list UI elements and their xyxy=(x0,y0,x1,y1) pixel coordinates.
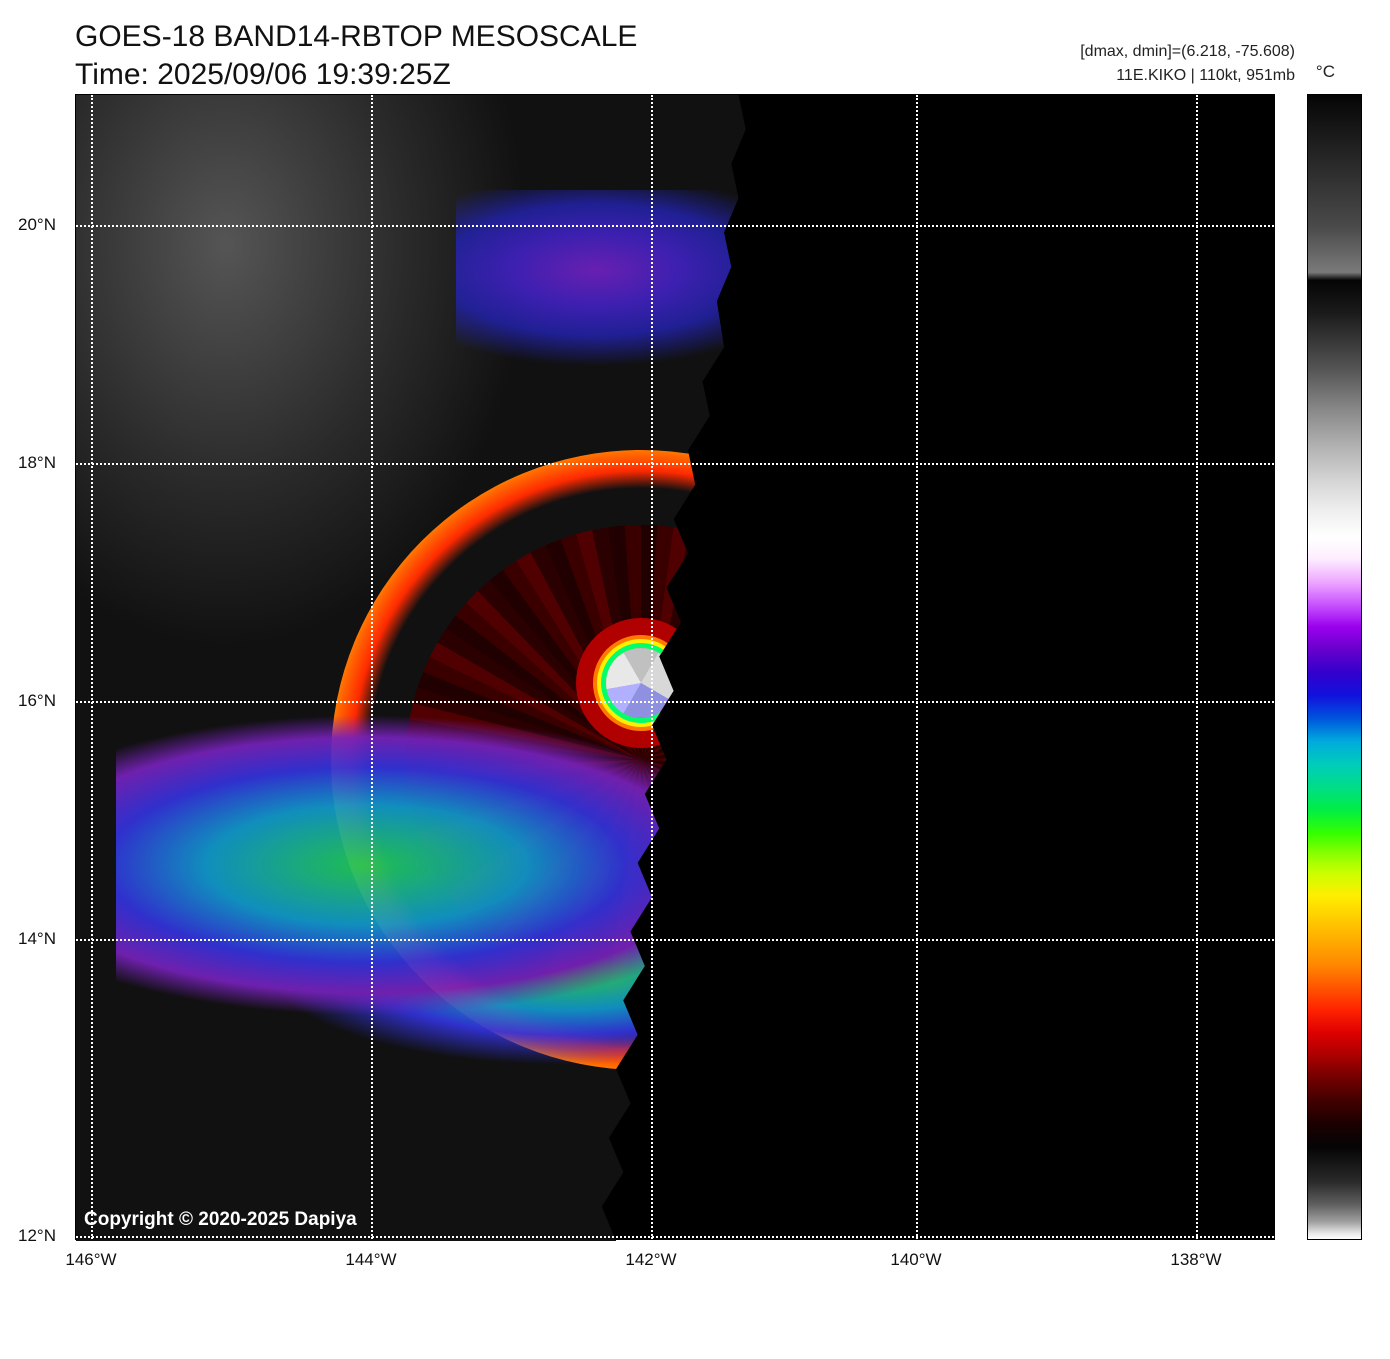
satellite-imagery-data[interactable] xyxy=(76,95,796,1241)
storm-eye-core xyxy=(606,648,676,718)
colorbar-container[interactable]: 40 30 20 10 0 -10 -20 -30 -40 -50 -60 -7… xyxy=(1307,94,1362,1240)
storm-info-box: [dmax, dmin]=(6.218, -75.608) 11E.KIKO |… xyxy=(1080,40,1295,88)
gridline-lon-138 xyxy=(1196,95,1198,1239)
colorbar-unit-label: °C xyxy=(1316,62,1335,82)
dmax-dmin-line: [dmax, dmin]=(6.218, -75.608) xyxy=(1080,40,1295,64)
lat-label-20n: 20°N xyxy=(18,215,56,235)
lat-label-12n: 12°N xyxy=(18,1226,56,1246)
lat-label-18n: 18°N xyxy=(18,453,56,473)
lon-label-146w: 146°W xyxy=(65,1250,116,1270)
title-line1: GOES-18 BAND14-RBTOP MESOSCALE xyxy=(75,18,637,56)
copyright-watermark: Copyright © 2020-2025 Dapiya xyxy=(84,1209,357,1231)
title-line2: Time: 2025/09/06 19:39:25Z xyxy=(75,56,637,94)
storm-spiral-band xyxy=(116,715,766,1135)
lon-label-140w: 140°W xyxy=(890,1250,941,1270)
lon-label-144w: 144°W xyxy=(345,1250,396,1270)
lon-label-142w: 142°W xyxy=(625,1250,676,1270)
gridline-lon-140 xyxy=(916,95,918,1239)
temperature-colorbar[interactable] xyxy=(1307,94,1362,1240)
storm-stats-line: 11E.KIKO | 110kt, 951mb xyxy=(1080,64,1295,88)
lat-label-14n: 14°N xyxy=(18,929,56,949)
satellite-image-viewer: GOES-18 BAND14-RBTOP MESOSCALE Time: 202… xyxy=(0,0,1390,1359)
header-title-block: GOES-18 BAND14-RBTOP MESOSCALE Time: 202… xyxy=(75,18,637,93)
lat-label-16n: 16°N xyxy=(18,691,56,711)
lon-label-138w: 138°W xyxy=(1170,1250,1221,1270)
satellite-main-panel[interactable]: 20°N 18°N 16°N 14°N 12°N 146°W 144°W 142… xyxy=(75,94,1275,1240)
